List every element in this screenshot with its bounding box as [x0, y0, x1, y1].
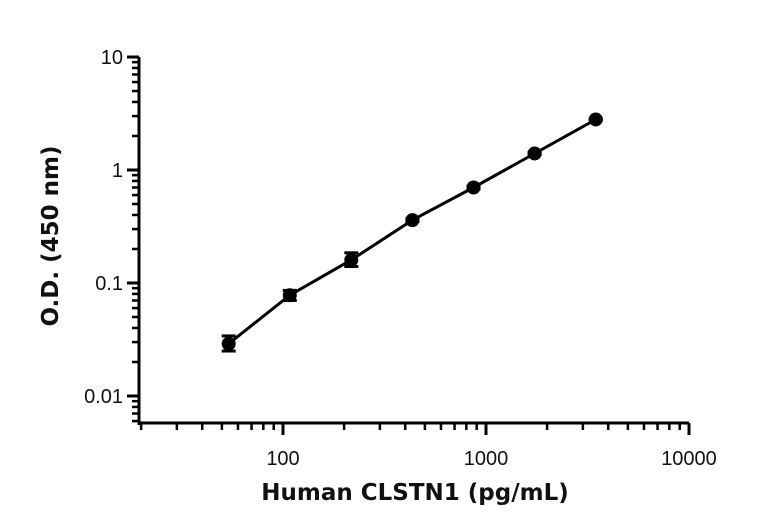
y-tick-label: 1 [112, 160, 123, 182]
data-point [221, 334, 236, 353]
y-tick-label: 0.01 [84, 386, 123, 408]
y-tick-label: 10 [101, 47, 123, 69]
x-axis-title: Human CLSTN1 (pg/mL) [261, 480, 569, 506]
plot-area [221, 112, 603, 353]
y-tick-label: 0.1 [95, 273, 123, 295]
data-point [405, 213, 420, 228]
x-axis: 100 1000 10000 [137, 421, 717, 470]
data-point [588, 112, 603, 127]
x-tick-label: 10000 [661, 448, 717, 470]
data-point [344, 251, 359, 268]
y-axis-title: O.D. (450 nm) [38, 145, 64, 326]
data-point [466, 180, 481, 195]
data-point [527, 146, 542, 161]
data-point [282, 288, 297, 303]
x-tick-label: 1000 [464, 448, 509, 470]
x-tick-label: 100 [266, 448, 299, 470]
y-axis: 0.01 0.1 1 10 [84, 47, 141, 425]
